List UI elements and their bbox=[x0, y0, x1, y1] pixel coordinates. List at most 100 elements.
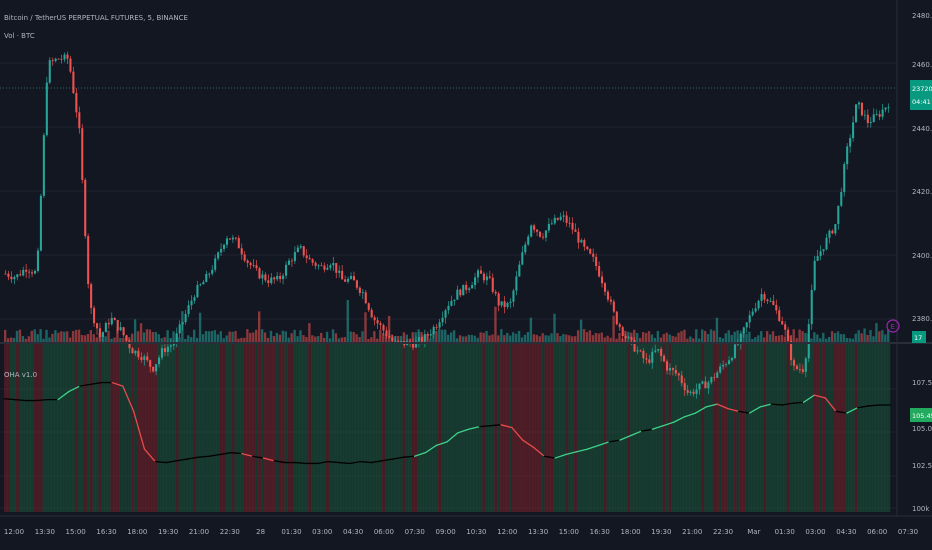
candle-body bbox=[668, 368, 672, 371]
candle-body bbox=[778, 310, 781, 322]
time-tick-label: 01:30 bbox=[775, 528, 795, 536]
symbol-title[interactable]: Bitcoin / TetherUS PERPETUAL FUTURES, 5,… bbox=[4, 14, 188, 22]
volume-bar bbox=[482, 332, 485, 342]
signal-stripe bbox=[765, 344, 770, 512]
signal-stripe bbox=[296, 344, 300, 512]
candle-body bbox=[816, 256, 819, 261]
candle-body bbox=[527, 236, 530, 245]
volume-bar bbox=[263, 332, 267, 342]
candle-body bbox=[308, 258, 311, 260]
signal-stripe bbox=[447, 344, 451, 512]
signal-stripe bbox=[21, 344, 25, 512]
oscillator-segment bbox=[792, 401, 805, 404]
earnings-event-marker[interactable]: E bbox=[886, 319, 900, 333]
candle-body bbox=[742, 327, 745, 334]
volume-bar bbox=[92, 334, 95, 342]
volume-bar bbox=[207, 331, 211, 342]
volume-legend[interactable]: Vol · BTC bbox=[4, 32, 35, 40]
indicator-axis[interactable]: 107.5k 105.0k 102.5k 100k bbox=[912, 379, 932, 513]
candle-body bbox=[574, 229, 577, 232]
volume-bar bbox=[402, 332, 406, 342]
candle-body bbox=[36, 250, 39, 271]
signal-stripe bbox=[830, 344, 835, 512]
candle-body bbox=[772, 300, 775, 305]
volume-bar bbox=[343, 337, 346, 342]
candle-body bbox=[663, 355, 666, 362]
oscillator-segment bbox=[457, 428, 470, 434]
volume-bar bbox=[322, 337, 326, 342]
candle-body bbox=[417, 337, 420, 342]
signal-stripe bbox=[884, 344, 888, 512]
oscillator-segment bbox=[813, 394, 826, 399]
volume-bar bbox=[308, 323, 311, 342]
candle-body bbox=[515, 276, 518, 291]
volume-bar bbox=[145, 329, 149, 342]
signal-stripe bbox=[819, 344, 823, 512]
candle-body bbox=[228, 238, 231, 240]
volume-bar bbox=[331, 329, 335, 342]
candle-body bbox=[530, 225, 533, 237]
candle-body bbox=[261, 274, 264, 279]
time-axis[interactable]: 12:00 13:30 15:00 16:30 18:00 19:30 21:00 22:30… bbox=[4, 528, 918, 536]
candle-body bbox=[592, 253, 595, 257]
volume-bar bbox=[80, 334, 84, 342]
candle-body bbox=[500, 301, 503, 306]
volume-bar bbox=[314, 336, 317, 342]
volume-bar bbox=[367, 338, 370, 342]
volume-bar bbox=[86, 333, 90, 342]
indicator-legend[interactable]: OHA v1.0 bbox=[4, 371, 37, 379]
volume-bar bbox=[780, 335, 784, 342]
candle-body bbox=[361, 292, 364, 294]
volume-bar bbox=[157, 334, 160, 342]
price-candles bbox=[4, 51, 890, 399]
volume-bar bbox=[573, 336, 577, 342]
signal-stripe bbox=[760, 344, 764, 512]
signal-stripe bbox=[275, 344, 279, 512]
volume-bar bbox=[266, 337, 270, 342]
candle-body bbox=[612, 301, 615, 312]
signal-stripe bbox=[133, 344, 138, 512]
candle-body bbox=[149, 360, 152, 367]
candle-body bbox=[494, 291, 497, 294]
signal-stripe bbox=[48, 344, 52, 512]
volume-bar bbox=[503, 335, 506, 342]
signal-stripe bbox=[246, 344, 250, 512]
volume-bar bbox=[872, 336, 875, 342]
signal-stripe bbox=[721, 344, 725, 512]
candle-body bbox=[208, 273, 211, 275]
price-axis[interactable]: 2460.0 2440.0 2420.0 2400.0 2380.0 2480.0 bbox=[912, 12, 932, 323]
volume-bar bbox=[848, 338, 852, 342]
volume-bar bbox=[246, 329, 249, 342]
candle-body bbox=[781, 321, 784, 325]
candle-body bbox=[60, 59, 63, 60]
candle-body bbox=[113, 318, 116, 321]
candle-body bbox=[72, 71, 75, 94]
candle-body bbox=[677, 373, 680, 376]
signal-stripe bbox=[695, 344, 699, 512]
oscillator-segment bbox=[608, 439, 621, 443]
candle-body bbox=[270, 277, 273, 284]
volume-bar bbox=[588, 330, 592, 342]
volume-bar bbox=[290, 333, 293, 342]
signal-stripe bbox=[151, 344, 155, 512]
oscillator-segment bbox=[673, 416, 686, 423]
candle-body bbox=[412, 343, 415, 348]
signal-stripe bbox=[591, 344, 595, 512]
oscillator-segment bbox=[78, 383, 92, 387]
candle-body bbox=[196, 285, 199, 298]
signal-stripe bbox=[104, 344, 108, 512]
signal-stripe bbox=[597, 344, 601, 512]
volume-bar bbox=[361, 331, 364, 342]
oscillator-segment bbox=[89, 381, 102, 386]
oscillator-segment bbox=[651, 425, 664, 430]
volume-bar bbox=[535, 334, 538, 342]
signal-stripe bbox=[201, 344, 206, 512]
signal-stripe bbox=[878, 344, 882, 512]
volume-bar bbox=[240, 337, 243, 342]
volume-bar bbox=[355, 334, 358, 342]
signal-stripe bbox=[435, 344, 439, 512]
signal-stripe bbox=[692, 344, 696, 512]
candle-body bbox=[255, 265, 258, 269]
oscillator-segment bbox=[122, 385, 135, 412]
